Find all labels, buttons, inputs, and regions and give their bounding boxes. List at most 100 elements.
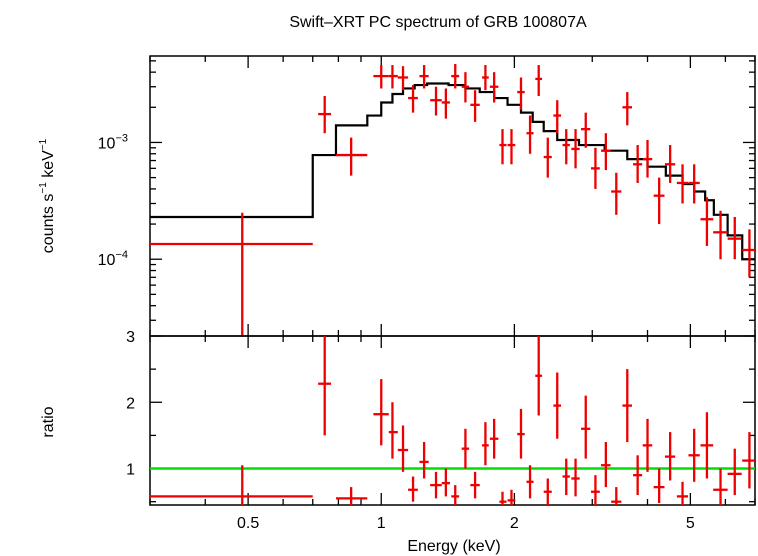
data-point (622, 92, 633, 126)
data-point (470, 90, 480, 122)
y-tick-label: 10−4 (98, 249, 128, 269)
data-point (318, 95, 332, 134)
data-point (688, 428, 700, 482)
data-point (150, 465, 313, 505)
model-line (150, 82, 755, 261)
data-point (441, 468, 450, 497)
data-point (611, 172, 622, 215)
x-tick-label: 2 (510, 515, 519, 532)
data-point (499, 491, 507, 505)
data-point (499, 129, 507, 165)
data-point (622, 369, 633, 443)
y-tick-label-exponent: −4 (115, 249, 128, 261)
data-point (700, 197, 714, 246)
data-point (419, 65, 429, 89)
data-point (700, 412, 714, 479)
data-point (482, 65, 489, 91)
data-point (553, 100, 562, 134)
data-point (461, 72, 470, 103)
y-axis-label-spectrum: counts s−1 keV−1 (38, 138, 57, 253)
x-axis-label: Energy (keV) (407, 538, 500, 555)
data-point (535, 336, 543, 416)
data-point (373, 65, 389, 89)
data-point (441, 88, 450, 119)
x-tick-label: 1 (377, 515, 386, 532)
x-tick-label: 5 (686, 515, 695, 532)
data-point (571, 458, 580, 497)
x-tick-label: 0.5 (237, 515, 259, 532)
data-point (633, 145, 643, 183)
data-point (517, 77, 525, 110)
data-point (633, 455, 643, 496)
data-point (543, 137, 552, 178)
data-point (676, 164, 689, 204)
data-point (601, 133, 611, 171)
data-point (562, 129, 570, 165)
data-point (461, 428, 470, 469)
spectrum-panel: 10−310−4 (98, 55, 756, 337)
data-point (742, 229, 755, 278)
data-point (526, 465, 534, 499)
data-point (419, 442, 429, 479)
y-tick-label: 3 (126, 329, 135, 346)
y-tick-label-base: 10 (98, 135, 116, 152)
data-point (517, 408, 525, 459)
data-point (581, 395, 591, 459)
data-point (451, 63, 460, 89)
data-point (727, 216, 742, 260)
data-point (664, 145, 676, 183)
data-point (535, 65, 543, 96)
data-point (388, 402, 398, 459)
data-point (727, 448, 742, 496)
data-point (451, 485, 460, 505)
data-point (581, 112, 591, 148)
data-point (653, 177, 665, 225)
data-point (482, 422, 489, 466)
y-tick-label: 1 (126, 462, 135, 479)
chart-title: Swift–XRT PC spectrum of GRB 100807A (289, 14, 587, 31)
data-point (742, 432, 755, 489)
data-point (611, 487, 622, 505)
data-point (335, 137, 368, 176)
data-point (430, 86, 442, 116)
data-point (688, 164, 700, 204)
data-point (507, 489, 516, 505)
data-point (642, 139, 653, 178)
data-point (553, 372, 562, 439)
data-point (373, 379, 389, 446)
data-point (335, 487, 368, 505)
data-point (470, 471, 480, 499)
data-point (590, 147, 600, 189)
data-point (150, 212, 313, 336)
data-point (388, 65, 398, 89)
data-point (642, 418, 653, 472)
data-point (397, 66, 409, 91)
data-point (713, 210, 728, 260)
data-point (397, 425, 409, 472)
data-point (507, 129, 516, 165)
data-point (408, 476, 418, 502)
y-tick-label-exponent: −3 (115, 132, 128, 144)
data-point (318, 336, 332, 436)
data-point (676, 481, 689, 505)
y-tick-label: 2 (126, 395, 135, 412)
ratio-panel: 1 2 3 (126, 329, 756, 506)
data-point (430, 471, 442, 499)
data-point (601, 442, 611, 488)
data-point (571, 129, 580, 169)
data-point (590, 475, 600, 505)
plot-frame (149, 335, 756, 506)
y-tick-label: 10−3 (98, 132, 128, 152)
data-point (489, 418, 499, 459)
data-point (562, 458, 570, 496)
data-point (713, 468, 728, 505)
data-point (489, 72, 499, 103)
y-axis-label-ratio: ratio (40, 406, 57, 437)
data-point (543, 478, 552, 505)
data-point (408, 85, 418, 113)
data-point (653, 468, 665, 504)
data-point (664, 432, 676, 481)
data-point (526, 115, 534, 154)
y-tick-label-base: 10 (98, 252, 116, 269)
